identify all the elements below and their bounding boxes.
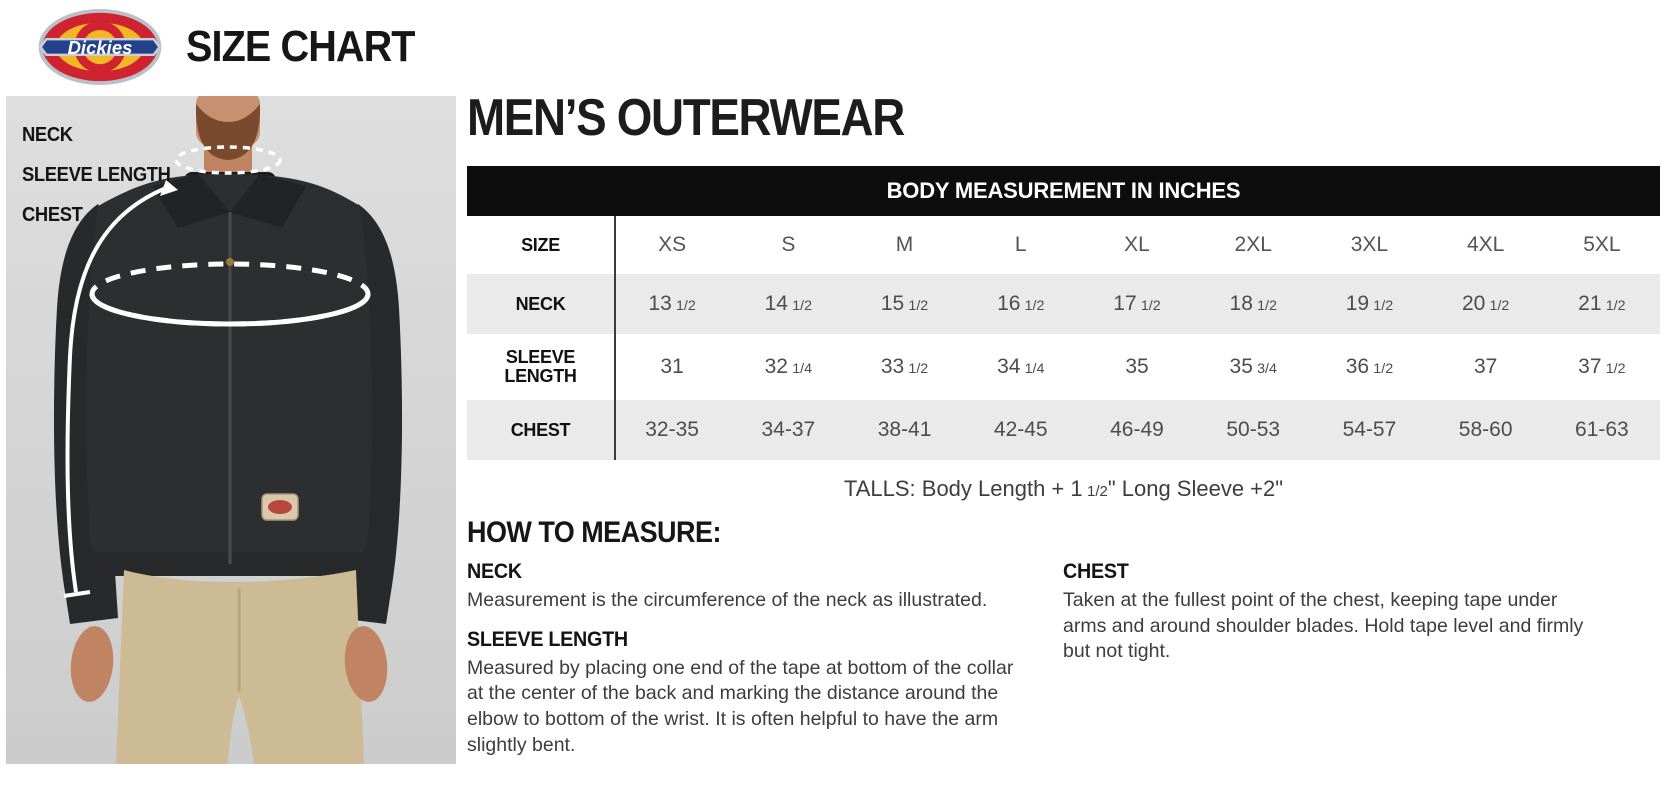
photo-measure-label: SLEEVE LENGTH: [22, 164, 171, 186]
how-to-section-text: Measured by placing one end of the tape …: [467, 656, 1014, 756]
table-cell: 17 1/2: [1113, 292, 1161, 315]
photo-measure-label: CHEST: [22, 204, 83, 226]
how-to-section-label: NECK: [467, 560, 522, 583]
table-cell: 58-60: [1458, 418, 1513, 441]
table-cell: 50-53: [1226, 418, 1281, 441]
table-cell: 5XL: [1583, 233, 1621, 256]
table-cell: 18 1/2: [1229, 292, 1277, 315]
table-cell: 31: [660, 355, 684, 378]
table-cell: 14 1/2: [764, 292, 813, 315]
table-cell: 35 3/4: [1229, 355, 1277, 378]
table-cell: 13 1/2: [648, 292, 696, 315]
table-cell: XS: [658, 233, 687, 256]
table-cell: 4XL: [1466, 233, 1505, 256]
table-cell: 37 1/2: [1578, 355, 1626, 378]
table-cell: 34 1/4: [997, 355, 1045, 378]
table-cell: M: [895, 233, 914, 256]
how-to-section-text: Taken at the fullest point of the chest,…: [1063, 589, 1584, 663]
table-cell: XL: [1124, 233, 1150, 256]
table-cell: 61-63: [1575, 418, 1629, 441]
table-row: NECK 13 1/2 14 1/2 15 1/2 16 1/2 17 1/2 18 1/2…: [467, 274, 1660, 334]
how-to-section-label: CHEST: [1063, 560, 1129, 583]
table-divider: [614, 216, 616, 460]
section-title: MEN’S OUTERWEAR: [467, 89, 905, 147]
table-cell: 3XL: [1350, 233, 1389, 256]
table-cell: 2XL: [1234, 233, 1272, 256]
table-cell: 37: [1473, 355, 1498, 378]
how-to-measure-title: HOW TO MEASURE:: [467, 516, 721, 549]
photo-measure-label: NECK: [22, 124, 73, 146]
table-header-bar: BODY MEASUREMENT IN INCHES: [467, 166, 1660, 216]
table-cell: 38-41: [877, 418, 932, 441]
row-label: SIZE: [521, 234, 560, 255]
brand-header: Dickies SIZE CHART: [36, 6, 440, 88]
sleeve-measure-line: [65, 186, 167, 593]
table-cell: 35: [1125, 355, 1149, 378]
table-cell: 19 1/2: [1345, 292, 1394, 315]
row-label: NECK: [515, 293, 566, 314]
row-label: SLEEVE LENGTH: [504, 347, 577, 386]
table-cell: 33 1/2: [880, 355, 929, 378]
table-cell: 42-45: [993, 418, 1048, 441]
table-cell: 36 1/2: [1345, 355, 1394, 378]
dickies-logo-icon: Dickies: [38, 8, 162, 86]
how-to-section-label: SLEEVE LENGTH: [467, 627, 628, 651]
table-cell: 16 1/2: [997, 292, 1045, 315]
neck-measure-line: [174, 145, 282, 175]
table-cell: S: [781, 233, 796, 256]
table-row: SIZE XS S M L XL 2XL 3XL 4XL 5XL: [467, 216, 1660, 274]
how-to-measure: HOW TO MEASURE: NECK Measurement is the c…: [467, 516, 1660, 776]
table-cell: 34-37: [761, 418, 816, 441]
page-title: SIZE CHART: [186, 22, 415, 71]
model-illustration: [53, 96, 403, 764]
size-table: SIZE XS S M L XL 2XL 3XL 4XL 5XL NECK 13 1/2 14 1/2 1…: [467, 216, 1660, 460]
table-cell: 46-49: [1110, 418, 1164, 441]
svg-text:Dickies: Dickies: [68, 37, 133, 58]
how-to-column-left: NECK Measurement is the circumference of …: [467, 560, 1015, 759]
table-cell: 21 1/2: [1578, 292, 1626, 315]
table-cell: 32-35: [645, 418, 699, 441]
fit-photo: NECK SLEEVE LENGTH CHEST: [6, 96, 456, 764]
table-cell: L: [1014, 233, 1027, 256]
table-cell: 15 1/2: [880, 292, 929, 315]
talls-note: TALLS: Body Length + 1 1/2" Long Sleeve …: [843, 476, 1284, 501]
how-to-section-text: Measurement is the circumference of the …: [467, 589, 988, 611]
how-to-column-right: CHEST Taken at the fullest point of the c…: [1063, 560, 1588, 665]
photo-measure-labels: NECK SLEEVE LENGTH CHEST: [22, 124, 184, 244]
table-cell: 32 1/4: [764, 355, 813, 378]
row-label: CHEST: [510, 419, 571, 440]
table-row: CHEST 32-35 34-37 38-41 42-45 46-49 50-53 54-57…: [467, 400, 1660, 460]
table-cell: 20 1/2: [1461, 292, 1510, 315]
table-row: SLEEVE LENGTH 31 32 1/4 33 1/2 34 1/4 35 35 3/…: [467, 334, 1660, 400]
table-cell: 54-57: [1342, 418, 1397, 441]
